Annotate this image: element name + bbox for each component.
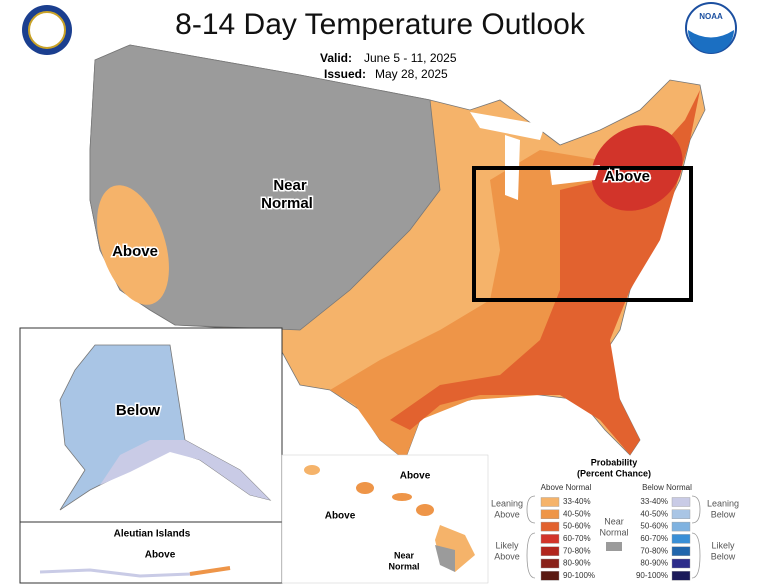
legend-swatch (540, 509, 560, 519)
island (416, 504, 434, 516)
legend-label: 40-50% (640, 509, 668, 518)
legend-swatch (540, 546, 560, 556)
legend-group-label: Normal (599, 527, 628, 537)
big-island-near (435, 545, 455, 572)
noaa-logo-wave (688, 30, 734, 53)
issued-label: Issued: (324, 67, 366, 81)
legend-group-label: Near (604, 516, 624, 526)
legend-group-label: Below (711, 551, 736, 561)
legend-group-label: Likely (711, 540, 735, 550)
legend-swatch (671, 571, 691, 581)
legend-swatch (540, 497, 560, 507)
near-normal-label: Normal (261, 195, 313, 212)
legend-label: 60-70% (563, 534, 591, 543)
below-label: Below (116, 402, 161, 419)
above-label: Above (112, 243, 158, 260)
legend-label: 90-100% (563, 571, 595, 580)
legend-title: Probability (591, 457, 638, 467)
above-label: Above (325, 511, 356, 522)
legend-group-label: Likely (495, 540, 519, 550)
island (304, 465, 320, 475)
commerce-seal-inner (28, 11, 66, 49)
legend-label: 50-60% (563, 522, 591, 531)
legend-swatch (540, 558, 560, 569)
legend-label: 50-60% (640, 522, 668, 531)
aleutian-islands-east (189, 566, 231, 576)
great-lakes (470, 112, 600, 200)
legend-swatch (540, 571, 560, 581)
legend-label: 80-90% (640, 559, 668, 568)
zone-near-normal (89, 44, 441, 331)
aleutian-title: Aleutian Islands (114, 529, 191, 540)
legend-group-label: Above (494, 509, 520, 519)
legend-group-label: Below (711, 509, 736, 519)
above-header: Above Normal (541, 483, 592, 492)
legend-label: 60-70% (640, 534, 668, 543)
legend-group-label: Leaning (491, 498, 523, 508)
valid-label: Valid: (320, 51, 352, 65)
near-normal-label: Near (273, 177, 307, 194)
legend-swatch (540, 534, 560, 544)
legend-group-label: Above (494, 551, 520, 561)
island (392, 493, 412, 501)
legend-label: 70-80% (640, 546, 668, 555)
legend-subtitle: (Percent Chance) (577, 468, 651, 478)
legend-label: 33-40% (640, 497, 668, 506)
below-header: Below Normal (642, 483, 692, 492)
issued-date: May 28, 2025 (375, 67, 448, 81)
legend-swatch (671, 546, 691, 556)
alaska-south (100, 440, 270, 500)
legend-swatch (671, 558, 691, 569)
island (356, 482, 374, 494)
legend-label: 33-40% (563, 497, 591, 506)
legend-label: 40-50% (563, 509, 591, 518)
legend-bracket (691, 532, 701, 579)
near-normal-label: Normal (388, 561, 419, 571)
legend: Probability (Percent Chance) Above Norma… (541, 457, 692, 492)
legend-swatch (540, 521, 560, 532)
legend-label: 90-100% (636, 571, 668, 580)
above-label: Above (145, 550, 176, 561)
zone-california (97, 185, 169, 305)
aleutian-inset (19, 521, 283, 584)
title: 8-14 Day Temperature Outlook (175, 8, 586, 41)
above-label: Above (604, 168, 650, 185)
legend-bracket (691, 495, 701, 524)
highlight-box (472, 166, 693, 302)
legend-bracket (526, 495, 536, 524)
legend-bracket (526, 532, 536, 579)
legend-label: 80-90% (563, 559, 591, 568)
valid-dates: June 5 - 11, 2025 (364, 51, 457, 65)
legend-swatch (671, 534, 691, 544)
legend-swatch (671, 509, 691, 519)
noaa-logo-text: NOAA (699, 12, 723, 21)
legend-group-label: Leaning (707, 498, 739, 508)
legend-label: 70-80% (563, 546, 591, 555)
legend-swatch (671, 521, 691, 532)
above-label: Above (400, 471, 431, 482)
near-normal-label: Near (394, 550, 415, 560)
legend-swatch (671, 497, 691, 507)
legend-swatch (606, 542, 622, 551)
